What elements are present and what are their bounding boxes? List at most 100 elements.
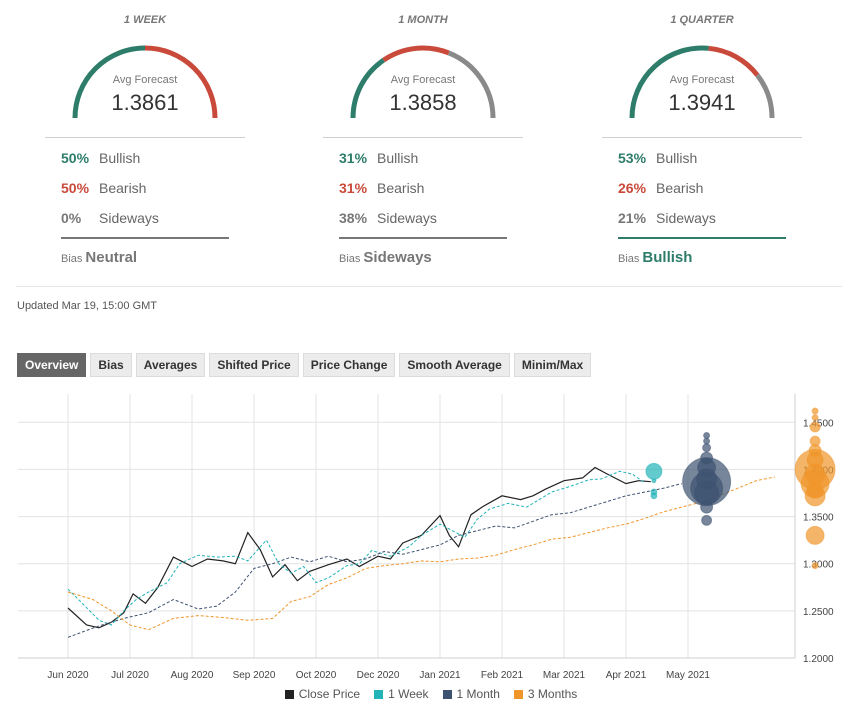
sideways-stat: 0% Sideways (61, 210, 159, 226)
forecast-bubble (650, 492, 658, 500)
legend-swatch (374, 689, 384, 699)
avg-forecast-value: 1.3861 (111, 90, 179, 115)
x-tick-label: Dec 2020 (357, 670, 400, 681)
sideways-stat: 21% Sideways (618, 210, 716, 226)
bullish-label: Bullish (99, 150, 141, 166)
legend-label: Close Price (298, 687, 361, 701)
forecast-bubble (700, 451, 714, 465)
bias-value: Neutral (85, 249, 138, 266)
gauge-segment-bearish (708, 45, 760, 77)
series-line-3-months (67, 476, 775, 631)
gauge-segment-sideways (755, 73, 775, 119)
series-line-close-price (67, 466, 651, 629)
legend-label: 1 Month (456, 687, 500, 701)
bearish-pct: 50% (61, 180, 90, 196)
panel-title: 1 MONTH (398, 14, 448, 26)
x-tick-label: Jul 2020 (111, 670, 149, 681)
bearish-stat: 31% Bearish (339, 180, 424, 196)
bias-underline (618, 237, 786, 239)
bullish-stat: 31% Bullish (339, 150, 418, 166)
gauge-segment-bullish (629, 45, 709, 119)
avg-forecast-label: Avg Forecast (669, 74, 735, 86)
legend-close-price[interactable]: Close Price (284, 687, 361, 701)
bearish-label: Bearish (377, 180, 425, 196)
bullish-label: Bullish (377, 150, 419, 166)
bearish-stat: 26% Bearish (618, 180, 703, 196)
x-tick-label: Aug 2020 (171, 670, 214, 681)
gauge-segment-sideways (447, 50, 496, 119)
forecast-bubble (809, 435, 821, 447)
tab-minim-max[interactable]: Minim/Max (513, 353, 592, 377)
forecast-bubble (651, 478, 657, 484)
updated-timestamp: Updated Mar 19, 15:00 GMT (17, 300, 158, 312)
legend-swatch (284, 689, 294, 699)
gauge-arc (629, 45, 775, 119)
x-tick-label: Feb 2021 (481, 670, 524, 681)
x-tick-label: Mar 2021 (543, 670, 586, 681)
legend-label: 1 Week (388, 687, 429, 701)
panel-title: 1 WEEK (123, 14, 167, 26)
avg-forecast-label: Avg Forecast (112, 74, 178, 86)
tab-shifted-price[interactable]: Shifted Price (209, 353, 299, 377)
gauge-arc (350, 45, 496, 119)
x-tick-label: Apr 2021 (606, 670, 647, 681)
legend-3-months[interactable]: 3 Months (513, 687, 578, 701)
bias-value: Bullish (642, 249, 693, 266)
sideways-pct: 21% (618, 210, 647, 226)
sideways-stat: 38% Sideways (339, 210, 437, 226)
y-tick-label: 1.2500 (803, 607, 834, 618)
legend-label: 3 Months (527, 687, 578, 701)
bias-underline (339, 237, 507, 239)
forecast-bubble (805, 525, 825, 545)
legend-swatch (513, 689, 523, 699)
chart-tabs: Overview Bias Averages Shifted Price Pri… (17, 353, 592, 377)
bias-label: Bias (339, 253, 361, 265)
forecast-bubble (702, 443, 712, 453)
avg-forecast-label: Avg Forecast (390, 74, 456, 86)
bias-label: Bias (618, 253, 640, 265)
forecast-chart: Jun 2020 Jul 2020 Aug 2020 Sep 2020 Oct 2020… (18, 394, 836, 681)
tab-smooth-average[interactable]: Smooth Average (399, 353, 510, 377)
avg-forecast-value: 1.3941 (668, 90, 736, 115)
avg-forecast-value: 1.3858 (389, 90, 457, 115)
forecast-bubble (811, 407, 819, 415)
bullish-stat: 53% Bullish (618, 150, 697, 166)
section-divider (16, 286, 842, 287)
bullish-stat: 50% Bullish (61, 150, 140, 166)
gauge-segment-bearish (382, 45, 450, 63)
legend-swatch (442, 689, 452, 699)
bearish-label: Bearish (99, 180, 147, 196)
sideways-pct: 38% (339, 210, 368, 226)
bias-underline (61, 237, 229, 239)
bias: Bias Sideways (339, 249, 432, 266)
panel-title: 1 QUARTER (670, 14, 734, 26)
bullish-pct: 50% (61, 150, 90, 166)
chart-legend: Close Price 1 Week 1 Month 3 Months (0, 687, 862, 701)
bias-value: Sideways (363, 249, 432, 266)
forecast-bubble (703, 431, 711, 439)
sideways-label: Sideways (377, 210, 437, 226)
bearish-label: Bearish (656, 180, 704, 196)
tab-overview[interactable]: Overview (17, 353, 87, 377)
bearish-stat: 50% Bearish (61, 180, 146, 196)
sideways-label: Sideways (656, 210, 716, 226)
bias-label: Bias (61, 253, 83, 265)
bullish-pct: 53% (618, 150, 647, 166)
legend-1-month[interactable]: 1 Month (442, 687, 500, 701)
sideways-pct: 0% (61, 210, 82, 226)
bias: Bias Neutral (61, 249, 137, 266)
x-tick-label: Jun 2020 (47, 670, 89, 681)
series-line-1-month (67, 483, 682, 638)
tab-bias[interactable]: Bias (90, 353, 132, 377)
bearish-pct: 31% (339, 180, 368, 196)
divider (323, 137, 523, 138)
x-tick-label: Oct 2020 (296, 670, 337, 681)
bias: Bias Bullish (618, 249, 692, 266)
tab-averages[interactable]: Averages (135, 353, 206, 377)
bullish-label: Bullish (656, 150, 698, 166)
gauge-segment-bullish (350, 58, 386, 119)
gauge-segment-bullish (72, 45, 146, 119)
legend-1-week[interactable]: 1 Week (374, 687, 429, 701)
gauge-segment-bearish (144, 45, 218, 119)
tab-price-change[interactable]: Price Change (302, 353, 396, 377)
